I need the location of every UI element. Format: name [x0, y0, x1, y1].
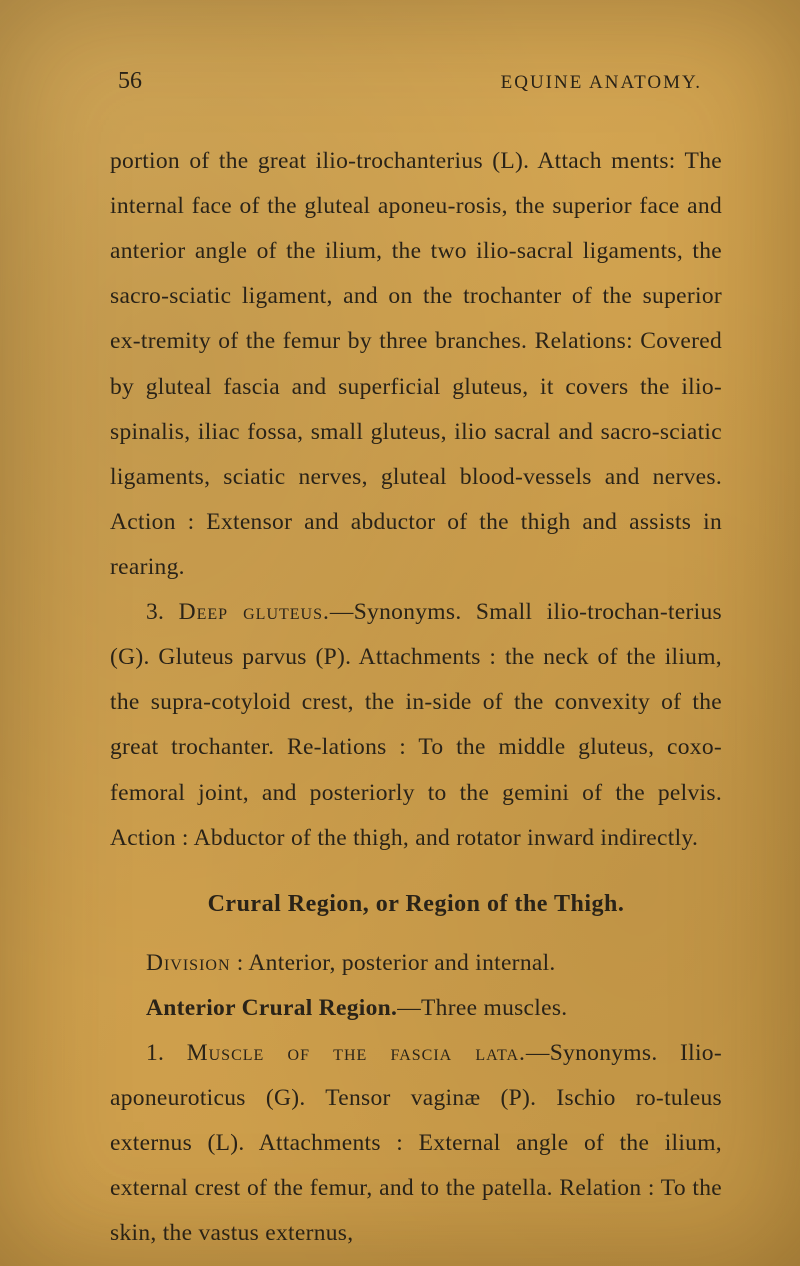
p3-rest: : Anterior, posterior and internal.	[231, 950, 556, 976]
p2-smallcaps: Deep gluteus.	[179, 599, 330, 625]
section-heading: Crural Region, or Region of the Thigh.	[110, 881, 722, 927]
p5-smallcaps: Muscle of the fascia lata.	[187, 1040, 526, 1066]
paragraph-2: 3. Deep gluteus.—Synonyms. Small ilio-tr…	[110, 590, 722, 861]
body-text: portion of the great ilio-trochanterius …	[110, 139, 722, 1257]
paragraph-4: Anterior Crural Region.—Three muscles.	[110, 986, 722, 1031]
p4-rest: —Three muscles.	[397, 995, 567, 1021]
p2-lead: 3.	[146, 599, 179, 625]
paragraph-5: 1. Muscle of the fascia lata.—Synonyms. …	[110, 1031, 722, 1257]
p5-lead: 1.	[146, 1040, 187, 1066]
p5-rest: —Synonyms. Ilio-aponeuroticus (G). Tenso…	[110, 1040, 722, 1246]
p2-rest: —Synonyms. Small ilio-trochan-terius (G)…	[110, 599, 722, 851]
paragraph-1: portion of the great ilio-trochanterius …	[110, 139, 722, 590]
p4-bold: Anterior Crural Region.	[146, 995, 397, 1021]
page-number: 56	[118, 68, 142, 95]
page-header: 56 EQUINE ANATOMY.	[110, 68, 722, 95]
p3-smallcaps: Division	[146, 950, 231, 976]
paragraph-3: Division : Anterior, posterior and inter…	[110, 941, 722, 986]
running-title: EQUINE ANATOMY.	[501, 72, 702, 94]
